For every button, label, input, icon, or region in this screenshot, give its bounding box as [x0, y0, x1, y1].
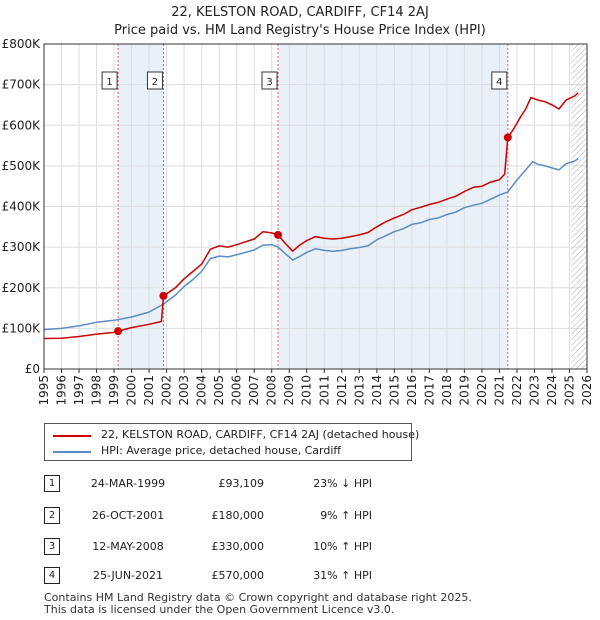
sale-row-2: 2 26-OCT-2001 £180,000 9% ↑ HPI — [44, 507, 404, 527]
x-tick-label: 2015 — [387, 375, 401, 406]
property-price-line — [43, 92, 579, 340]
x-tick-label: 1999 — [107, 375, 121, 406]
x-tick-label: 1995 — [37, 375, 51, 406]
y-tick-label: £700K — [2, 78, 42, 92]
sale-date: 24-MAR-1999 — [90, 477, 166, 490]
hpi-line — [43, 157, 579, 331]
x-tick-label: 2022 — [510, 375, 524, 406]
y-tick-label: £200K — [2, 281, 42, 295]
legend: 22, KELSTON ROAD, CARDIFF, CF14 2AJ (det… — [44, 423, 419, 461]
gridlines — [43, 43, 588, 370]
sale-1-label: 1 — [106, 77, 112, 88]
price-chart: 1 2 3 4 £0 £100K £200K £300K £400K £500K £600K £70… — [2, 37, 594, 406]
x-tick-label: 2019 — [457, 375, 471, 406]
sale-hpi-change: 23% ↓ HPI — [313, 477, 372, 490]
x-tick-label: 2003 — [177, 375, 191, 406]
x-tick-label: 2014 — [370, 375, 384, 406]
y-tick-label: £800K — [2, 37, 42, 51]
x-tick-label: 2011 — [317, 375, 331, 406]
x-tick-label: 2016 — [405, 375, 419, 406]
x-tick-label: 2023 — [527, 375, 541, 406]
sale-number: 2 — [44, 507, 60, 524]
sale-points — [114, 133, 512, 336]
x-tick-label: 2017 — [422, 375, 436, 406]
sale-labels: 1 2 3 4 — [101, 71, 508, 90]
y-tick-label: £100K — [2, 321, 42, 335]
x-tick-label: 2005 — [212, 375, 226, 406]
chart-title: 22, KELSTON ROAD, CARDIFF, CF14 2AJ — [171, 5, 429, 20]
plot-frame — [43, 43, 588, 370]
axes: £0 £100K £200K £300K £400K £500K £600K £700K £80… — [2, 37, 594, 406]
y-tick-label: £0 — [25, 362, 40, 376]
forecast-region — [571, 44, 587, 369]
x-tick-label: 2009 — [282, 375, 296, 406]
legend-label-property: 22, KELSTON ROAD, CARDIFF, CF14 2AJ (det… — [101, 428, 420, 441]
legend-swatch-property — [53, 435, 91, 437]
sale-row-1: 1 24-MAR-1999 £93,109 23% ↓ HPI — [44, 475, 404, 495]
sale-4-label-box — [491, 71, 508, 90]
y-tick-label: £400K — [2, 200, 42, 214]
sale-3-label-box — [261, 71, 278, 90]
x-tick-label: 2013 — [352, 375, 366, 406]
sale-1-label-box — [101, 71, 118, 90]
sale-date: 12-MAY-2008 — [92, 540, 164, 553]
x-tick-label: 2007 — [247, 375, 261, 406]
x-tick-label: 2002 — [160, 375, 174, 406]
sale-number: 3 — [44, 538, 60, 555]
sale-2-label-box — [146, 71, 163, 90]
x-tick-label: 2010 — [300, 375, 314, 406]
x-tick-label: 1998 — [90, 375, 104, 406]
x-tick-label: 2004 — [195, 375, 209, 406]
sale-number: 4 — [44, 567, 60, 584]
x-tick-label: 2020 — [475, 375, 489, 406]
x-tick-label: 2018 — [440, 375, 454, 406]
x-tick-label: 1997 — [72, 375, 86, 406]
sale-4-label: 4 — [496, 77, 502, 88]
sale-date: 25-JUN-2021 — [92, 569, 164, 582]
sale-price: £93,109 — [218, 477, 265, 490]
series-lines — [43, 92, 579, 340]
forecast-hatch — [571, 44, 587, 369]
sale-date: 26-OCT-2001 — [91, 509, 165, 522]
y-tick-label: £300K — [2, 240, 42, 254]
sale-3-point — [274, 230, 283, 239]
x-tick-label: 2008 — [265, 375, 279, 406]
x-tick-label: 2006 — [230, 375, 244, 406]
sale-hpi-change: 31% ↑ HPI — [313, 569, 372, 582]
y-tick-label: £600K — [2, 118, 42, 132]
sale-hpi-change: 9% ↑ HPI — [320, 509, 372, 522]
x-tick-label: 2024 — [545, 375, 559, 406]
sale-price: £330,000 — [211, 540, 265, 553]
sale-4-point — [503, 133, 512, 142]
footer-licence: This data is licensed under the Open Gov… — [44, 603, 395, 616]
x-tick-label: 2021 — [492, 375, 506, 406]
sale-1-point — [114, 327, 123, 336]
chart-subtitle: Price paid vs. HM Land Registry's House … — [114, 23, 486, 38]
sale-number: 1 — [44, 475, 60, 492]
sale-2-point — [159, 291, 168, 300]
x-tick-label: 1996 — [55, 375, 69, 406]
x-tick-label: 2012 — [335, 375, 349, 406]
sale-row-4: 4 25-JUN-2021 £570,000 31% ↑ HPI — [44, 567, 404, 587]
sale-3-label: 3 — [266, 77, 272, 88]
legend-label-hpi: HPI: Average price, detached house, Card… — [101, 444, 341, 457]
sale-row-3: 3 12-MAY-2008 £330,000 10% ↑ HPI — [44, 538, 404, 558]
x-tick-label: 2000 — [125, 375, 139, 406]
x-tick-label: 2001 — [142, 375, 156, 406]
y-tick-label: £500K — [2, 159, 42, 173]
x-tick-label: 2025 — [562, 375, 576, 406]
footer-copyright: Contains HM Land Registry data © Crown c… — [44, 591, 472, 604]
sale-2-label: 2 — [152, 77, 158, 88]
legend-swatch-hpi — [53, 451, 91, 453]
sale-price: £570,000 — [211, 569, 265, 582]
sale-price: £180,000 — [211, 509, 265, 522]
sale-hpi-change: 10% ↑ HPI — [313, 540, 372, 553]
x-tick-label: 2026 — [580, 375, 594, 406]
